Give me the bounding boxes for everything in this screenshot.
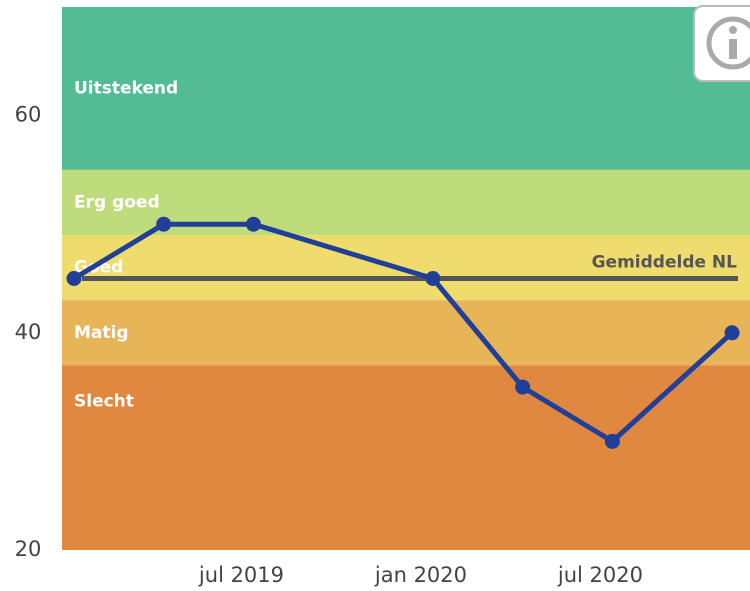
point bbox=[156, 216, 172, 232]
point bbox=[425, 271, 441, 286]
band bbox=[62, 365, 750, 550]
info-icon-dot bbox=[729, 26, 737, 34]
y-tick-label: 60 bbox=[15, 103, 42, 127]
band-label: Uitstekend bbox=[74, 78, 178, 98]
info-button-bg bbox=[693, 5, 750, 82]
info-button[interactable] bbox=[693, 5, 750, 82]
y-tick-label: 20 bbox=[15, 537, 42, 561]
band bbox=[62, 300, 750, 366]
band bbox=[62, 235, 750, 301]
band-label: Erg goed bbox=[74, 192, 160, 212]
x-tick-label: jan 2020 bbox=[374, 563, 467, 587]
y-tick-label: 40 bbox=[15, 320, 42, 344]
band bbox=[62, 7, 750, 170]
info-icon-ring bbox=[706, 16, 750, 70]
x-tick-label: jul 2019 bbox=[198, 563, 284, 587]
x-tick-label: jul 2020 bbox=[557, 563, 643, 587]
point bbox=[515, 379, 531, 395]
point bbox=[604, 433, 620, 449]
band-label: Matig bbox=[74, 323, 129, 343]
point bbox=[724, 325, 740, 341]
reference-label: Gemiddelde NL bbox=[592, 253, 738, 273]
info-icon-stem bbox=[729, 39, 737, 59]
point bbox=[66, 271, 82, 286]
point bbox=[245, 216, 261, 232]
band-label: Slecht bbox=[74, 391, 134, 411]
